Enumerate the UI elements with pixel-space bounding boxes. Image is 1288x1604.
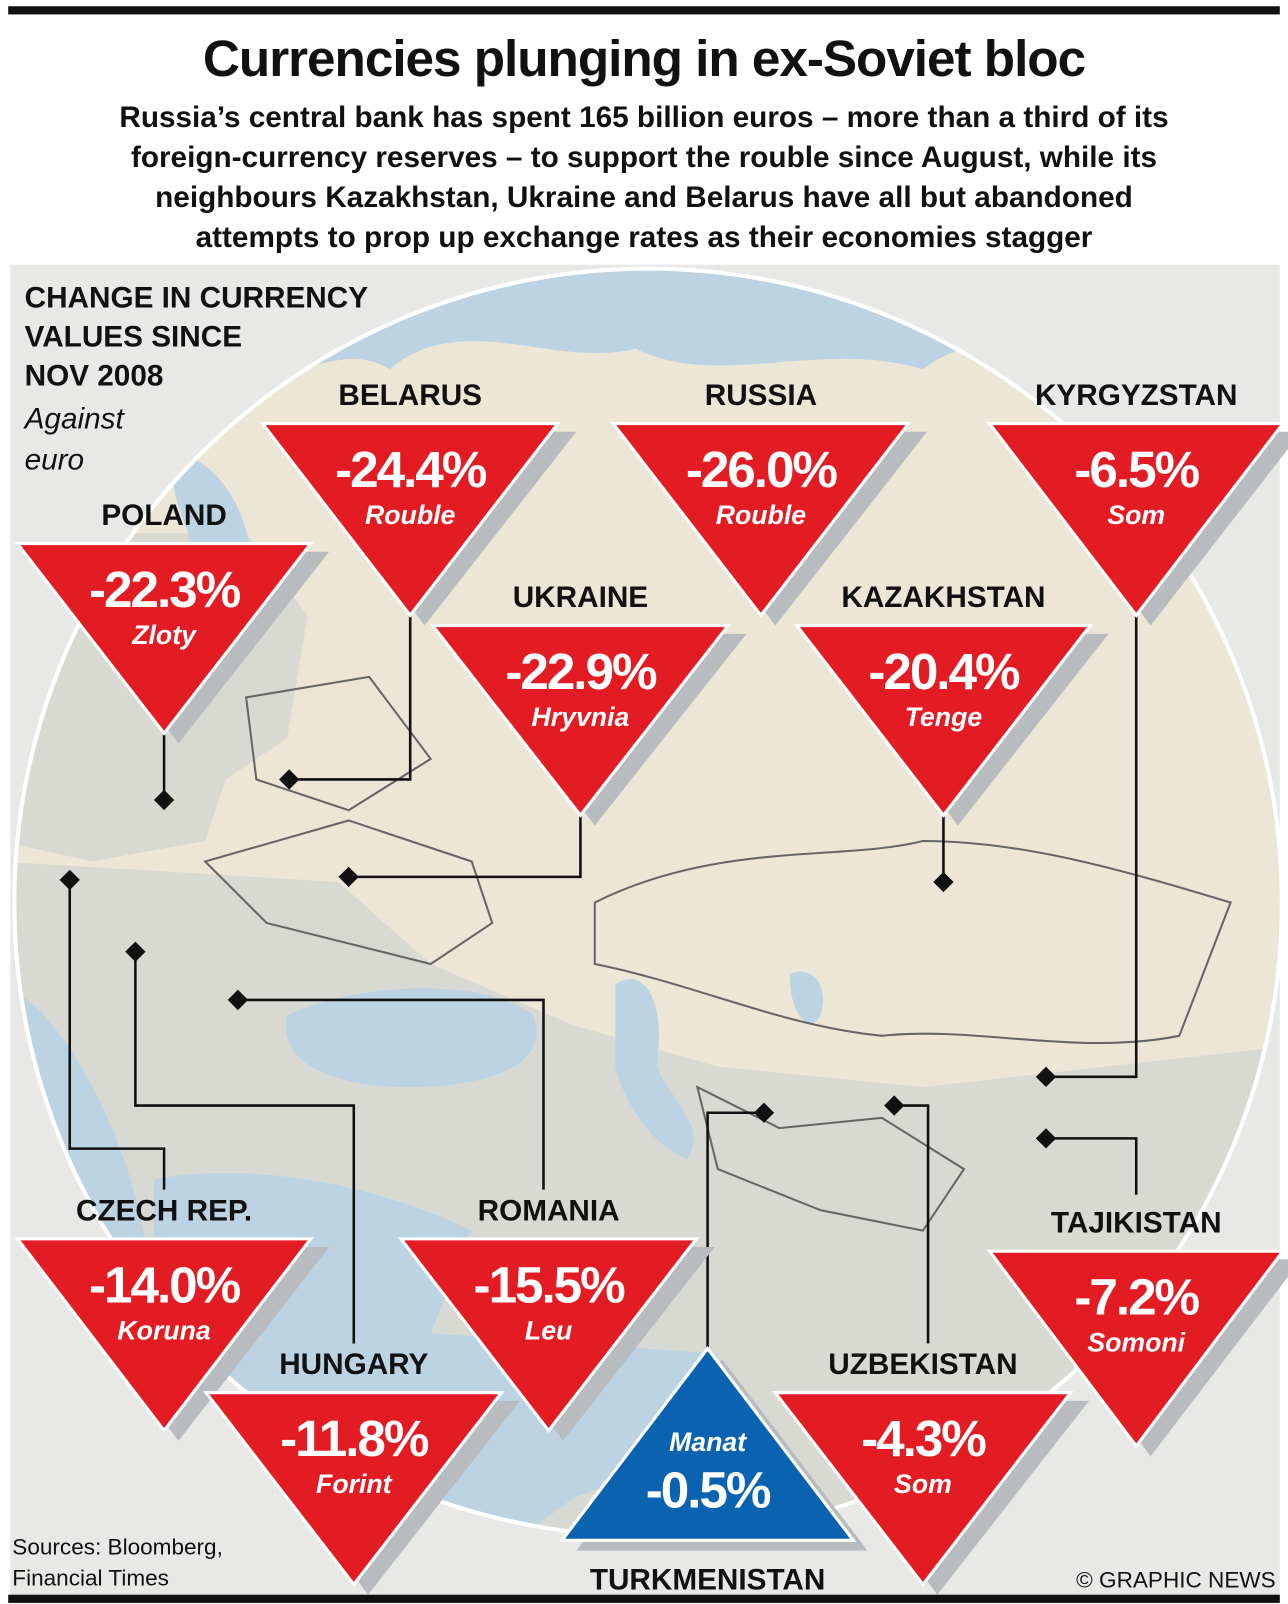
black-sea [286,988,537,1088]
location-diamond-icon [933,871,954,893]
down-triangle [986,1249,1286,1449]
credit: © GRAPHIC NEWS [1076,1568,1276,1593]
top-rule [8,6,1280,15]
location-diamond-icon [59,869,80,891]
down-triangle [429,624,732,818]
down-triangle [202,1391,505,1587]
country-marker: HUNGARY -11.8%Forint [202,1348,520,1595]
leader-lines [68,615,1138,1349]
bottom-rule [8,1594,1280,1603]
country-marker: BELARUS -24.4%Rouble [259,379,577,626]
country-marker: RUSSIA -26.0%Rouble [610,379,928,626]
location-diamond-icon [279,769,300,790]
legend-note: euro [25,444,84,477]
legend: CHANGE IN CURRENCY VALUES SINCE NOV 2008… [23,282,369,477]
sources: Financial Times [12,1565,169,1590]
aral-sea [789,971,824,1024]
legend-line: VALUES SINCE [25,321,242,354]
country-marker: ROMANIA -15.5%Leu [397,1194,715,1441]
down-triangle [14,542,314,736]
country-marker: UKRAINE -22.9%Hryvnia [429,581,747,826]
country-name: TAJIKISTAN [1051,1207,1222,1240]
country-name: ROMANIA [478,1194,620,1227]
country-name: UZBEKISTAN [828,1348,1017,1381]
kazakhstan-border [593,839,1232,1045]
subtitle: Russia’s central bank has spent 165 bill… [119,101,1168,254]
change-value: -22.3% [89,561,241,618]
country-marker: CZECH REP. -14.0%Koruna [14,1194,330,1441]
currency-name: Koruna [117,1315,210,1345]
country-marker: UZBEKISTAN -4.3%Som [772,1348,1090,1595]
currency-name: Forint [316,1469,393,1499]
subtitle-line: Russia’s central bank has spent 165 bill… [119,101,1168,134]
subtitle-line: attempts to prop up exchange rates as th… [196,221,1093,254]
currency-name: Hryvnia [532,702,630,732]
down-triangle [259,422,561,618]
down-triangle [397,1237,700,1434]
currency-name: Somoni [1087,1328,1185,1358]
up-triangle [558,1346,857,1542]
page-title: Currencies plunging in ex-Soviet bloc [203,30,1086,87]
location-diamond-icon [338,866,359,888]
caspian-sea [615,979,694,1159]
change-value: -0.5% [646,1462,771,1519]
currency-name: Zloty [131,620,197,650]
currency-name: Rouble [716,500,807,530]
country-name: KYRGYZSTAN [1035,379,1238,412]
country-marker: KYRGYZSTAN -6.5%Som [986,379,1288,626]
legend-line: NOV 2008 [25,360,164,393]
down-triangle [610,422,912,618]
subtitle-line: neighbours Kazakhstan, Ukraine and Belar… [155,181,1133,214]
country-markers: BELARUS-24.4%RoubleRUSSIA-26.0%RoubleKYR… [14,379,1288,1597]
change-value: -6.5% [1074,441,1199,498]
currency-name: Manat [669,1427,747,1457]
ukraine-border [203,819,494,966]
change-value: -22.9% [505,643,657,700]
country-name: TURKMENISTAN [590,1564,826,1597]
currency-name: Leu [525,1315,572,1345]
central-asia-borders [695,1085,966,1232]
currency-name: Som [1107,500,1165,530]
down-triangle [986,422,1286,618]
legend-line: CHANGE IN CURRENCY [25,282,369,315]
change-value: -14.0% [89,1256,241,1313]
currency-name: Rouble [365,500,456,530]
sources: Sources: Bloomberg, [12,1535,223,1560]
location-diamond-icon [1035,1128,1057,1149]
belarus-border [244,675,433,812]
currency-name: Som [894,1469,952,1499]
change-value: -15.5% [474,1256,626,1313]
country-name: POLAND [101,499,226,532]
change-value: -20.4% [868,643,1020,700]
change-value: -24.4% [335,441,487,498]
country-name: CZECH REP. [76,1194,252,1227]
country-marker: POLAND -22.3%Zloty [14,499,330,744]
down-triangle [793,624,1094,818]
country-name: HUNGARY [279,1348,428,1381]
change-value: -11.8% [280,1410,429,1467]
down-triangle [772,1391,1074,1587]
change-value: -7.2% [1074,1269,1199,1326]
location-diamond-icon [227,989,249,1011]
down-triangle [14,1237,314,1434]
footer: Sources: Bloomberg, Financial Times © GR… [12,1535,1275,1593]
location-diamond-icon [153,789,175,811]
subtitle-line: foreign-currency reserves – to support t… [131,141,1157,174]
change-value: -4.3% [861,1410,986,1467]
country-marker: TAJIKISTAN -7.2%Somoni [986,1207,1288,1457]
currency-name: Tenge [905,702,983,732]
country-name: RUSSIA [705,379,817,412]
legend-note: Against [23,403,126,436]
country-name: UKRAINE [513,581,648,614]
country-marker: Manat -0.5% TURKMENISTAN [558,1346,868,1597]
country-name: KAZAKHSTAN [841,581,1045,614]
country-marker: KAZAKHSTAN -20.4%Tenge [793,581,1109,826]
country-name: BELARUS [338,379,482,412]
change-value: -26.0% [686,441,838,498]
